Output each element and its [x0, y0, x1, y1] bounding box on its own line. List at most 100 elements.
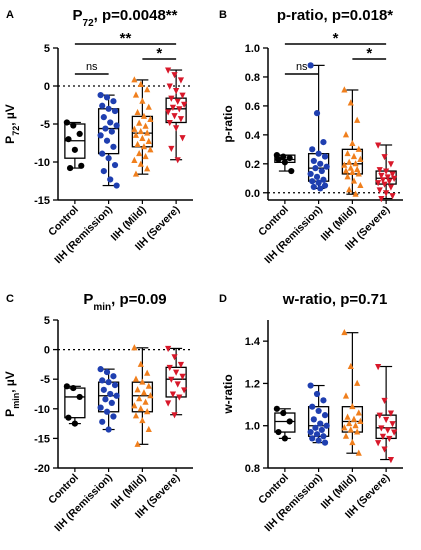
- data-point: [169, 391, 177, 398]
- data-point: [381, 397, 388, 405]
- data-point: [378, 425, 385, 432]
- data-point: [320, 138, 327, 146]
- series-1: [97, 92, 120, 189]
- data-point: [389, 193, 396, 200]
- data-point: [176, 394, 183, 401]
- y-axis-label: p-ratio: [221, 105, 235, 142]
- y-tick-label: -5: [40, 119, 50, 131]
- y-tick-label: 1.0: [245, 43, 260, 55]
- data-point: [378, 196, 385, 203]
- data-point: [165, 67, 172, 74]
- data-point: [386, 435, 393, 443]
- data-point: [307, 170, 314, 178]
- data-point: [378, 172, 385, 180]
- data-point: [168, 95, 175, 102]
- data-point: [384, 427, 391, 434]
- data-point: [179, 135, 186, 142]
- data-point: [355, 145, 362, 152]
- data-point: [134, 140, 141, 148]
- significance-label: **: [120, 30, 132, 47]
- data-point: [132, 412, 140, 419]
- series-2: [341, 86, 364, 197]
- data-point: [349, 139, 356, 147]
- x-tick-label: IIH (Remission): [262, 204, 325, 267]
- data-point: [179, 92, 186, 99]
- significance-label: *: [366, 45, 372, 62]
- data-point: [100, 386, 107, 393]
- data-point: [97, 92, 104, 99]
- data-point: [177, 116, 185, 123]
- data-point: [379, 433, 387, 440]
- series-1: [307, 62, 330, 192]
- data-point: [315, 407, 322, 415]
- data-point: [349, 402, 356, 410]
- data-point: [113, 182, 120, 189]
- data-point: [181, 387, 188, 394]
- data-point: [317, 185, 324, 192]
- data-point: [171, 113, 178, 120]
- data-point: [145, 382, 152, 389]
- data-point: [142, 398, 149, 405]
- data-point: [387, 457, 395, 464]
- data-point: [321, 412, 329, 419]
- data-point: [137, 405, 144, 412]
- significance-label: ns: [296, 61, 308, 73]
- data-point: [307, 62, 314, 69]
- data-point: [102, 125, 109, 132]
- data-point: [111, 107, 119, 115]
- data-point: [63, 119, 70, 126]
- data-point: [179, 373, 186, 380]
- data-point: [313, 431, 321, 438]
- data-point: [349, 168, 356, 175]
- panel-a: A P72, p=0.0048**P72, µV50-5-10-15Control…: [3, 7, 193, 266]
- data-point: [321, 182, 329, 189]
- y-tick-label: 1.2: [245, 378, 260, 390]
- data-point: [354, 428, 361, 435]
- y-tick-label: 5: [44, 315, 50, 327]
- data-point: [387, 161, 395, 168]
- data-point: [381, 446, 388, 453]
- data-point: [346, 419, 353, 427]
- data-point: [352, 160, 359, 167]
- data-point: [136, 395, 143, 402]
- data-point: [321, 439, 329, 446]
- data-point: [318, 426, 325, 434]
- data-point: [171, 354, 178, 361]
- data-point: [110, 98, 117, 105]
- data-point: [342, 131, 350, 138]
- data-point: [315, 437, 322, 444]
- data-point: [142, 122, 149, 129]
- data-point: [144, 408, 151, 415]
- x-tick-label: IIH (Remission): [52, 204, 115, 267]
- y-tick-label: 0.6: [245, 101, 260, 113]
- series-3: [375, 142, 398, 203]
- y-tick-label: -10: [34, 404, 50, 416]
- data-point: [312, 424, 319, 431]
- data-point: [310, 183, 317, 191]
- y-axis-label: w-ratio: [221, 374, 235, 414]
- data-point: [66, 164, 74, 172]
- data-point: [313, 110, 321, 117]
- data-point: [354, 165, 361, 173]
- data-point: [381, 154, 388, 161]
- data-point: [344, 413, 351, 420]
- data-point: [376, 187, 383, 194]
- data-point: [323, 163, 330, 170]
- data-point: [171, 412, 178, 419]
- data-point: [341, 161, 348, 168]
- data-point: [315, 179, 322, 186]
- data-point: [309, 435, 316, 442]
- data-point: [349, 438, 356, 446]
- data-point: [144, 165, 151, 172]
- data-point: [144, 129, 151, 136]
- data-point: [165, 109, 172, 116]
- panel-letter: A: [6, 9, 14, 21]
- data-point: [147, 146, 154, 153]
- data-point: [113, 392, 120, 399]
- data-point: [100, 168, 107, 175]
- data-point: [376, 412, 383, 419]
- data-point: [354, 116, 361, 123]
- data-point: [137, 160, 144, 167]
- data-point: [318, 167, 325, 175]
- data-point: [273, 405, 280, 412]
